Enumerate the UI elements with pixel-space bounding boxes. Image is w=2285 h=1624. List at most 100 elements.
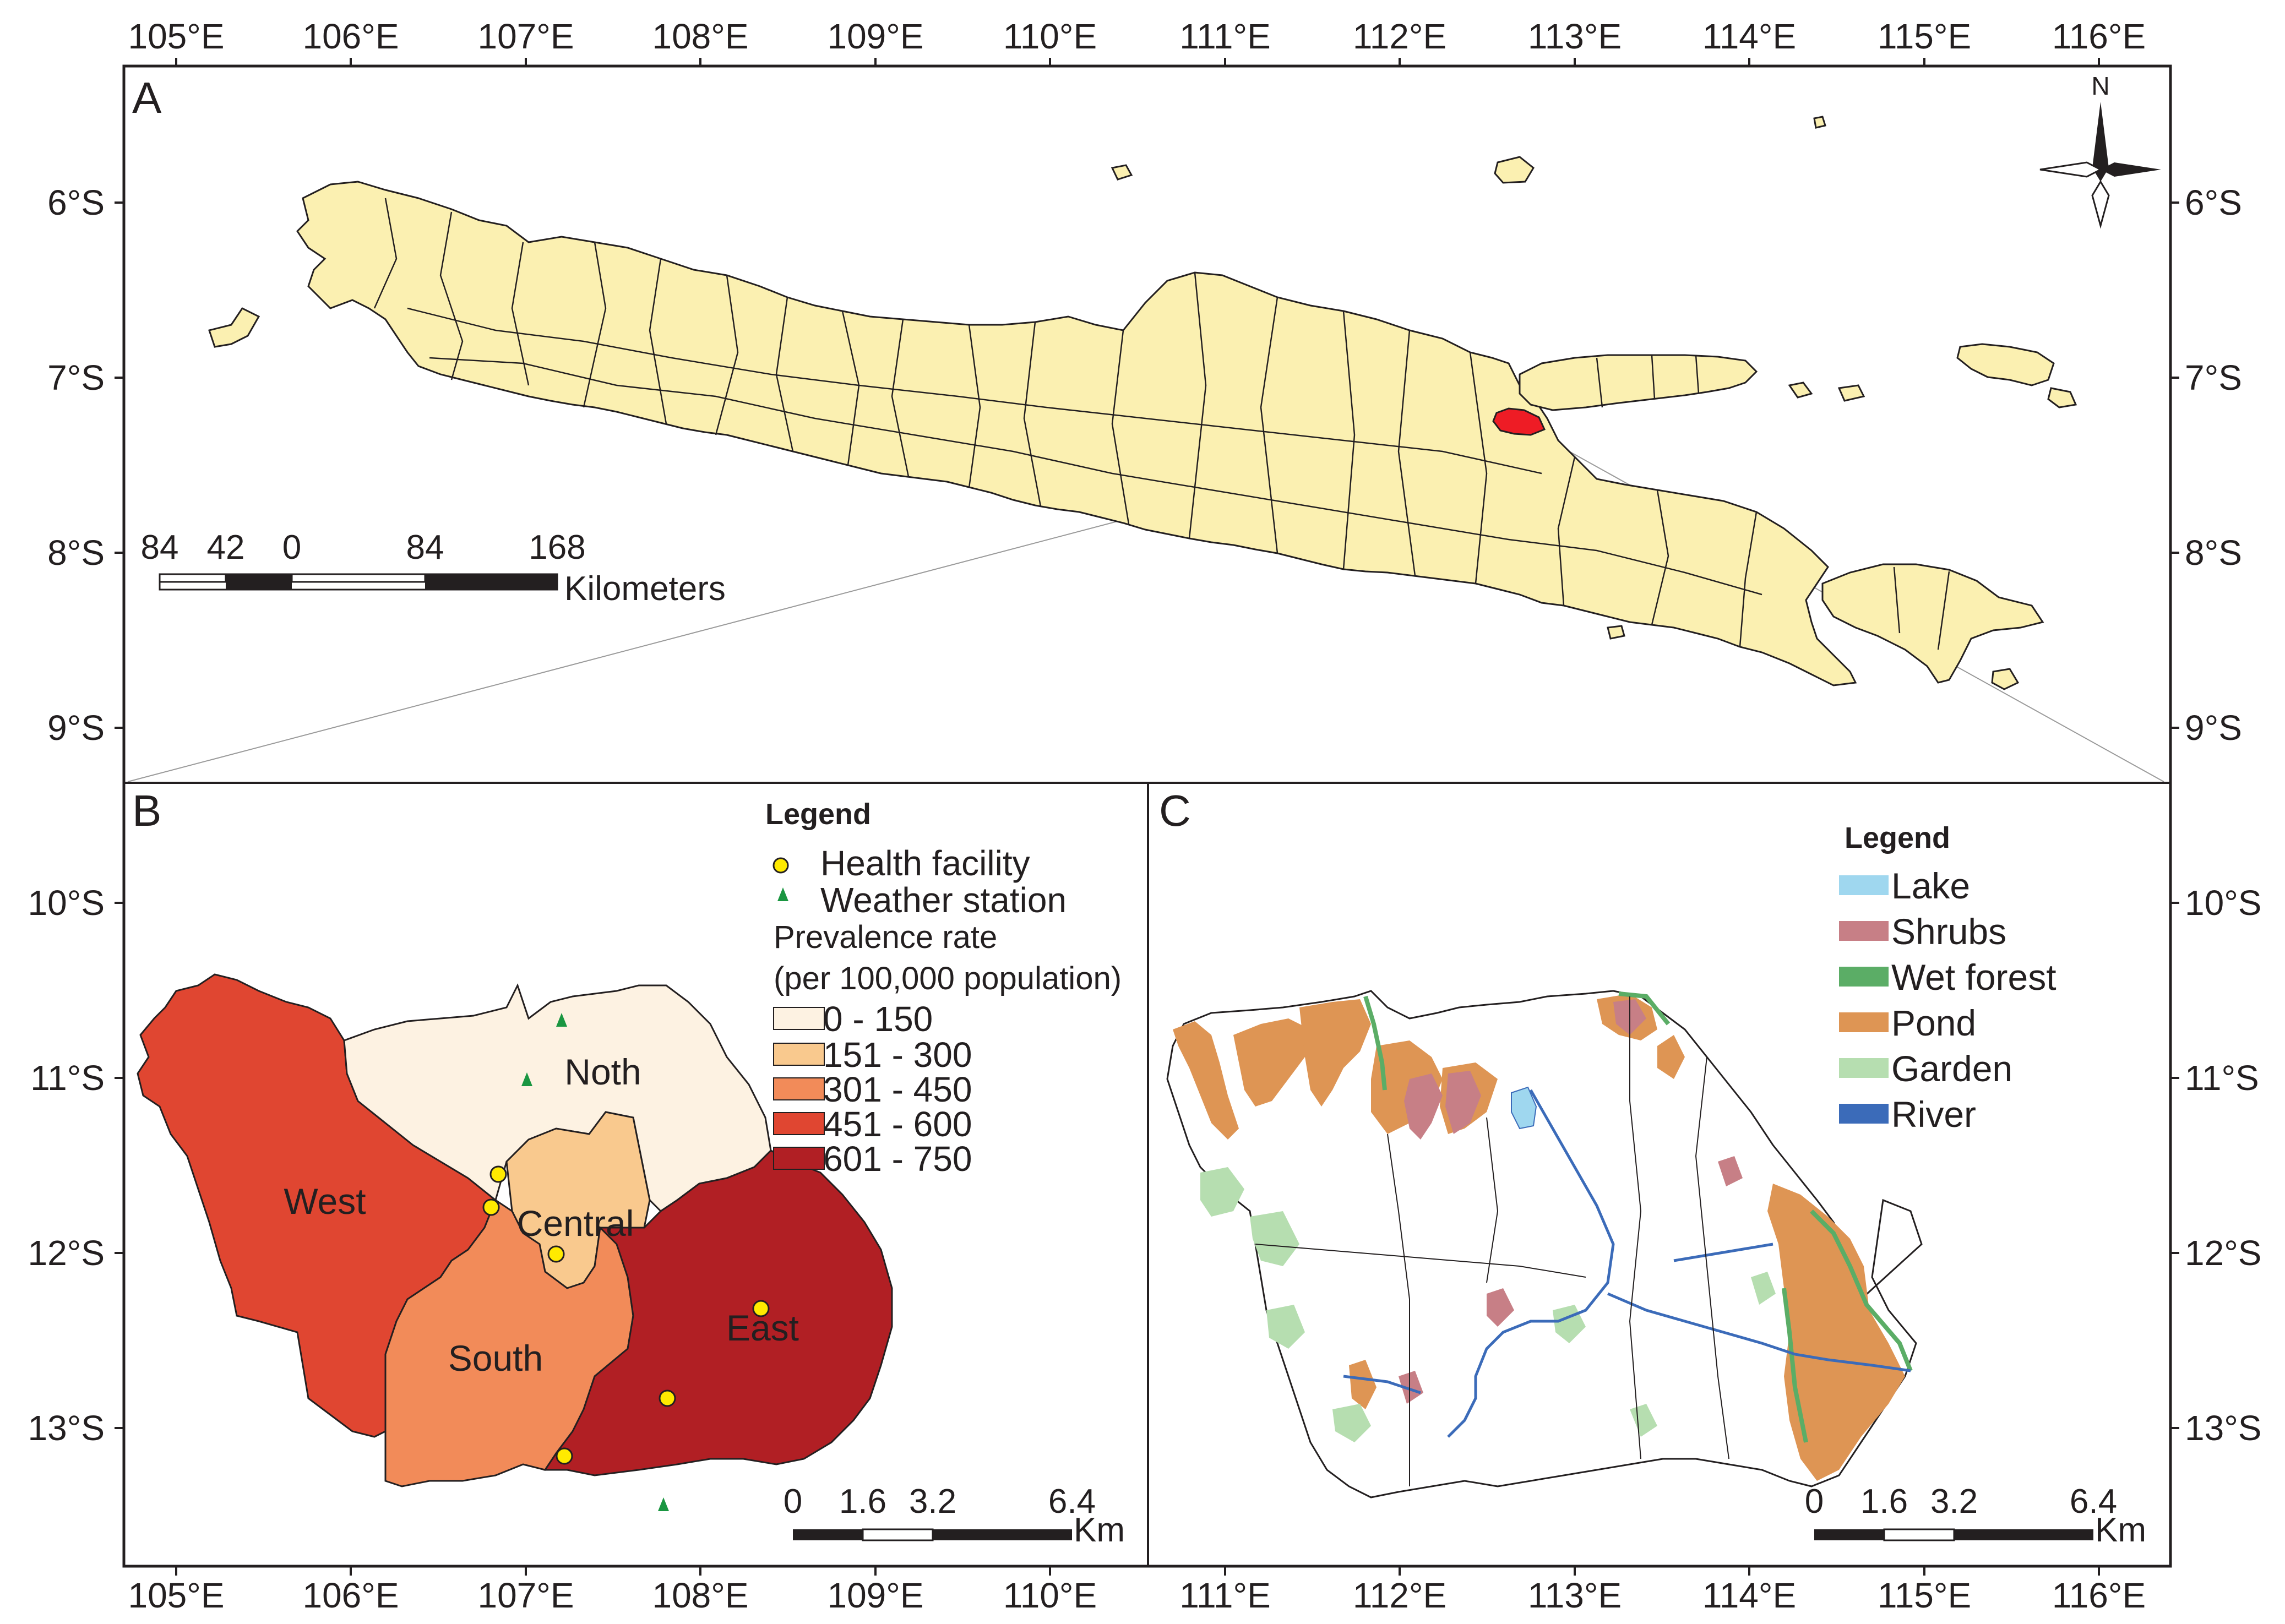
lat-label: 13°S bbox=[2185, 1408, 2261, 1448]
lat-labels-left: 6°S 7°S 8°S 9°S 10°S 11°S 12°S 13°S bbox=[28, 183, 105, 1448]
scale-number: 168 bbox=[529, 528, 585, 566]
legend-garden-swatch bbox=[1839, 1058, 1889, 1078]
scale-number: 3.2 bbox=[1930, 1483, 1978, 1521]
scale-bar-c: 0 1.6 3.2 6.4 Km bbox=[1805, 1483, 2146, 1549]
lon-label: 112°E bbox=[1353, 17, 1446, 56]
lon-label: 113°E bbox=[1528, 1576, 1622, 1615]
scale-number: 6.4 bbox=[2070, 1483, 2117, 1521]
lon-label: 106°E bbox=[302, 17, 399, 56]
legend-health-facility-label: Health facility bbox=[820, 843, 1030, 883]
lat-label: 8°S bbox=[47, 533, 105, 573]
lat-label: 10°S bbox=[2185, 883, 2261, 923]
scale-unit: Km bbox=[1074, 1511, 1125, 1549]
lake-areas bbox=[1511, 1086, 1537, 1130]
panel-a-label: A bbox=[132, 73, 162, 122]
river-lines bbox=[1343, 1089, 1911, 1438]
small-island bbox=[1494, 156, 1535, 184]
district-label-south: South bbox=[448, 1338, 543, 1378]
legend-class-swatch bbox=[773, 1112, 825, 1135]
district-lines-c bbox=[1255, 996, 1729, 1486]
lat-labels-right: 6°S 7°S 8°S 9°S 10°S 11°S 12°S 13°S bbox=[2185, 183, 2261, 1448]
district-east bbox=[543, 1149, 893, 1476]
weather-station-point bbox=[521, 1072, 532, 1086]
lat-label: 6°S bbox=[47, 183, 105, 222]
lat-label: 8°S bbox=[2185, 533, 2242, 573]
weather-stations bbox=[521, 1013, 669, 1511]
lon-label: 115°E bbox=[1878, 1576, 1971, 1615]
scale-number: 0 bbox=[784, 1483, 802, 1521]
scale-unit: Km bbox=[2095, 1511, 2146, 1549]
small-island bbox=[1788, 382, 1813, 399]
lon-label: 114°E bbox=[1702, 17, 1796, 56]
scale-number: 0 bbox=[282, 528, 301, 566]
panel-c: C bbox=[1159, 786, 2146, 1549]
scale-number: 3.2 bbox=[909, 1483, 956, 1521]
legend-class-label: 451 - 600 bbox=[823, 1104, 972, 1144]
legend-b: Legend Health facility Weather station P… bbox=[765, 798, 1122, 1179]
java-west-tip bbox=[208, 307, 260, 348]
legend-weather-station-symbol bbox=[777, 887, 788, 901]
lon-label: 110°E bbox=[1003, 17, 1097, 56]
wet-forest-areas bbox=[1363, 991, 1913, 1443]
legend-pond-swatch bbox=[1839, 1012, 1889, 1032]
lon-label: 110°E bbox=[1003, 1576, 1097, 1615]
scale-bar-b: 0 1.6 3.2 6.4 Km bbox=[784, 1483, 1125, 1549]
legend-c: Legend Lake Shrubs Wet forest Pond Garde… bbox=[1839, 821, 2056, 1135]
legend-b-title: Legend bbox=[765, 798, 871, 831]
lon-label: 111°E bbox=[1179, 1576, 1271, 1615]
scale-bar-a: 84 42 0 84 168 Kilometers bbox=[141, 528, 726, 608]
district-label-central: Central bbox=[517, 1203, 634, 1244]
small-island bbox=[1111, 164, 1133, 181]
legend-class-swatch bbox=[773, 1147, 825, 1170]
lon-label: 105°E bbox=[128, 1576, 224, 1615]
legend-river-swatch bbox=[1839, 1104, 1889, 1124]
lat-label: 11°S bbox=[2185, 1058, 2259, 1098]
legend-class-label: 301 - 450 bbox=[823, 1070, 972, 1109]
small-island bbox=[1991, 668, 2020, 690]
weather-station-point bbox=[658, 1497, 669, 1511]
legend-landcover-label: Lake bbox=[1891, 865, 1970, 906]
health-facility-point bbox=[489, 1165, 507, 1183]
lon-label: 107°E bbox=[477, 1576, 574, 1615]
java-island bbox=[296, 181, 1857, 686]
lat-label: 7°S bbox=[47, 358, 105, 397]
legend-class-label: 0 - 150 bbox=[823, 999, 933, 1039]
district-label-west: West bbox=[284, 1181, 366, 1222]
kangean-islands bbox=[1956, 343, 2055, 386]
lat-label: 13°S bbox=[28, 1408, 105, 1448]
scale-number: 1.6 bbox=[839, 1483, 886, 1521]
legend-class-label: 601 - 750 bbox=[823, 1139, 972, 1179]
scale-number: 42 bbox=[207, 528, 245, 566]
lon-label: 115°E bbox=[1878, 17, 1971, 56]
lon-label: 107°E bbox=[477, 17, 574, 56]
legend-landcover-label: Garden bbox=[1891, 1048, 2012, 1089]
district-boundaries bbox=[373, 198, 1950, 650]
north-label: N bbox=[2091, 72, 2109, 100]
scale-number: 1.6 bbox=[1860, 1483, 1908, 1521]
panel-a: A bbox=[127, 72, 2164, 782]
scale-number: 84 bbox=[141, 528, 179, 566]
legend-c-title: Legend bbox=[1845, 821, 1950, 854]
lon-label: 116°E bbox=[2052, 1576, 2146, 1615]
panel-dividers bbox=[124, 782, 2170, 1566]
lon-label: 106°E bbox=[302, 1576, 399, 1615]
legend-prevalence-title: Prevalence rate bbox=[774, 919, 997, 955]
study-area-highlight bbox=[1492, 407, 1546, 436]
lon-labels-top: 105°E 106°E 107°E 108°E 109°E 110°E 111°… bbox=[128, 17, 2146, 56]
lon-label: 113°E bbox=[1528, 17, 1622, 56]
district-label-north: Noth bbox=[564, 1051, 641, 1092]
small-island bbox=[1837, 384, 1865, 402]
lat-label: 7°S bbox=[2185, 358, 2242, 397]
lon-label: 109°E bbox=[827, 17, 923, 56]
health-facility-point bbox=[556, 1447, 573, 1465]
legend-class-swatch bbox=[773, 1077, 825, 1100]
legend-landcover-label: Wet forest bbox=[1891, 957, 2056, 998]
scale-number: 84 bbox=[406, 528, 444, 566]
north-arrow: N bbox=[2039, 72, 2161, 229]
legend-class-label: 151 - 300 bbox=[823, 1035, 972, 1075]
legend-lake-swatch bbox=[1839, 875, 1889, 895]
lat-label: 9°S bbox=[2185, 708, 2242, 748]
health-facility-point bbox=[752, 1300, 770, 1317]
legend-class-swatch bbox=[773, 1043, 825, 1066]
shrub-areas bbox=[1399, 999, 1743, 1404]
